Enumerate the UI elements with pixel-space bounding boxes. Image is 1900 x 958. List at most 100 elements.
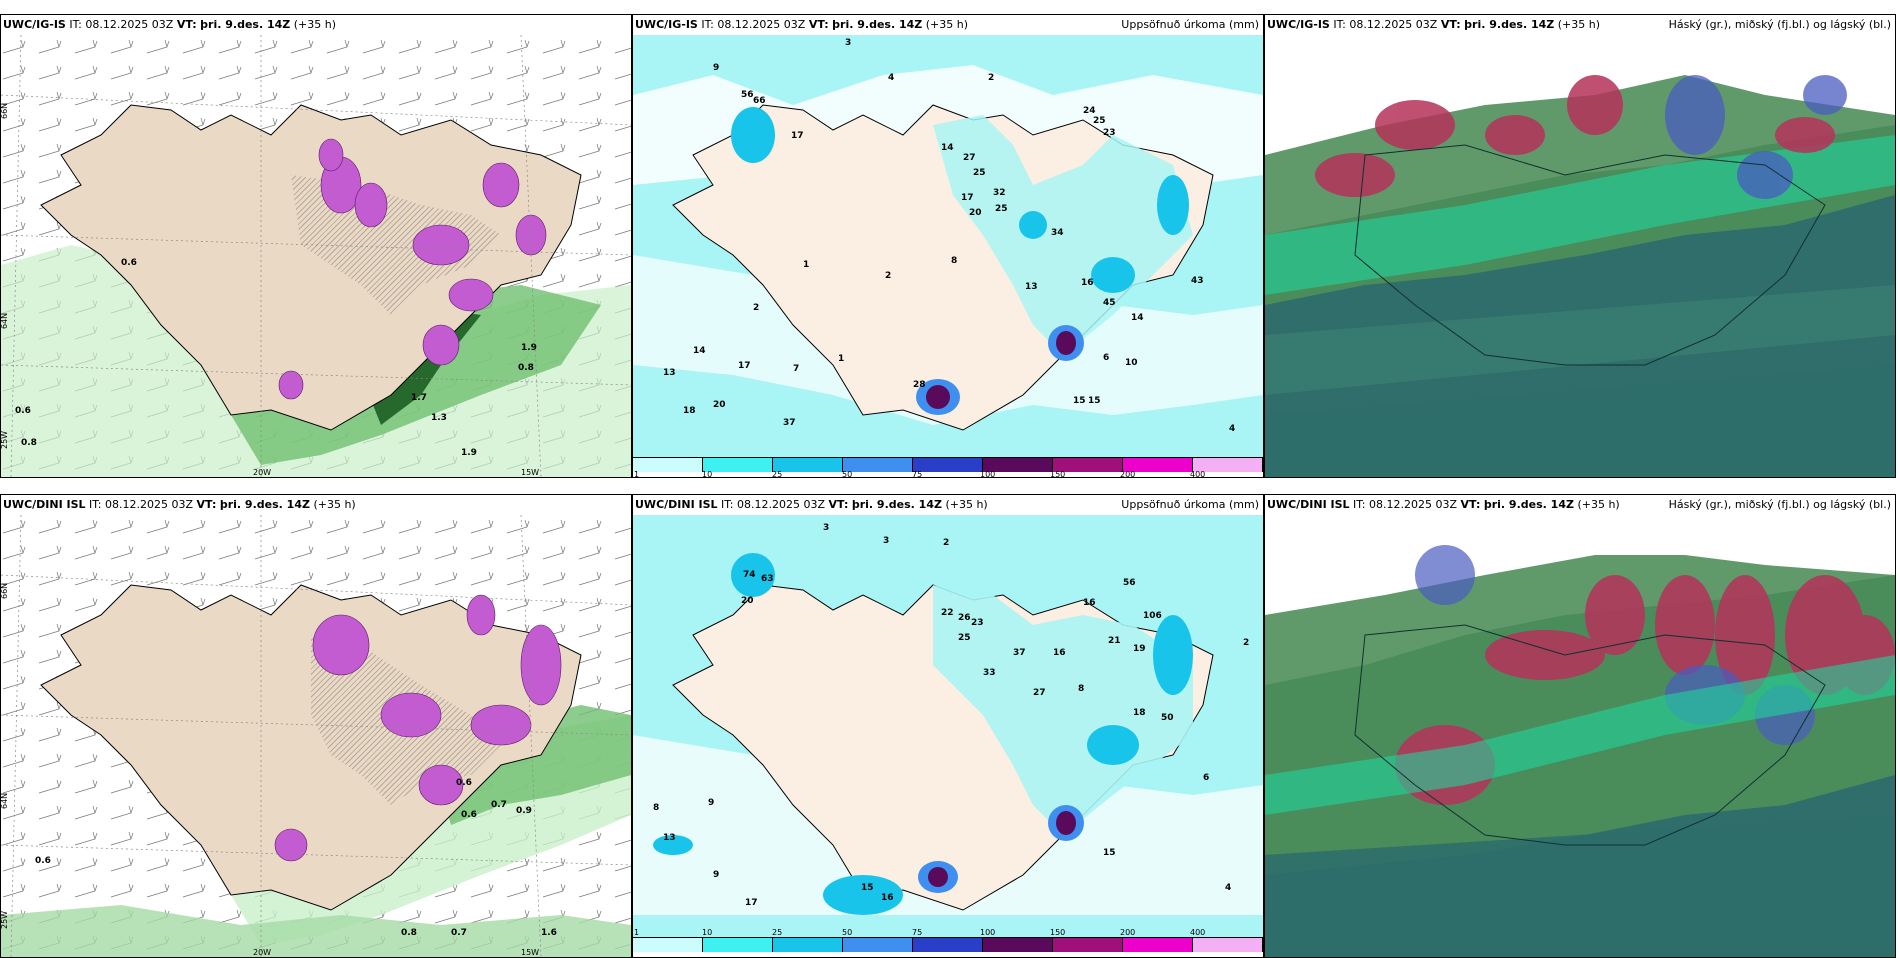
- it-value: 08.12.2025 03Z: [1349, 18, 1438, 31]
- value-label: 56: [1123, 578, 1136, 588]
- value-label: 27: [963, 153, 976, 163]
- value-label: 0.6: [15, 406, 31, 416]
- value-label: 7: [793, 364, 799, 374]
- value-label: 25: [1093, 116, 1106, 126]
- value-label: 6: [1103, 353, 1109, 363]
- panel-ig-is-wind-precip: UWC/IG-IS IT: 08.12.2025 03Z VT: þri. 9.…: [0, 14, 632, 478]
- value-label: 26: [958, 613, 971, 623]
- value-label: 1.6: [541, 928, 557, 938]
- value-label: 63: [761, 574, 774, 584]
- colorbar-swatch: [843, 938, 913, 952]
- colorbar: [633, 457, 1263, 477]
- panel-header: UWC/IG-IS IT: 08.12.2025 03Z VT: þri. 9.…: [1265, 15, 1895, 35]
- vt-label: VT:: [808, 18, 829, 31]
- colorbar-label: 1: [634, 928, 640, 937]
- axis-label-lon: 25W: [1, 431, 9, 449]
- value-label: 9: [713, 63, 719, 73]
- value-label: 0.7: [451, 928, 467, 938]
- it-label: IT:: [1333, 18, 1346, 31]
- value-label: 34: [1051, 228, 1064, 238]
- colorbar-label: 50: [842, 470, 853, 479]
- it-value: 08.12.2025 03Z: [105, 498, 194, 511]
- axis-label-lon: 15W: [521, 948, 539, 957]
- lead-time: (+35 h): [945, 498, 988, 511]
- colorbar-labels: 1 10 25 50 75 100 150 200 400: [632, 928, 1262, 938]
- it-label: IT:: [89, 498, 102, 511]
- colorbar-swatch: [913, 938, 983, 952]
- value-label: 25: [958, 633, 971, 643]
- colorbar-label: 10: [702, 928, 713, 937]
- it-value: 08.12.2025 03Z: [85, 18, 174, 31]
- value-label: 3: [823, 523, 829, 533]
- vt-value: þri. 9.des. 14Z: [200, 18, 291, 31]
- lead-time: (+35 h): [293, 18, 337, 31]
- value-label: 16: [881, 893, 894, 903]
- colorbar-swatch: [1193, 938, 1263, 952]
- value-label: 3: [845, 38, 851, 48]
- colorbar-swatch: [633, 458, 703, 472]
- colorbar-swatch: [843, 458, 913, 472]
- it-value: 08.12.2025 03Z: [737, 498, 826, 511]
- map-clouds: [1265, 515, 1895, 957]
- model-name: UWC/IG-IS: [635, 18, 698, 31]
- panel-title: Háský (gr.), miðský (fj.bl.) og lágský (…: [1668, 498, 1891, 511]
- value-label: 0.9: [516, 806, 532, 816]
- value-label: 74: [743, 570, 756, 580]
- colorbar-swatch: [1053, 938, 1123, 952]
- it-value: 08.12.2025 03Z: [717, 18, 806, 31]
- colorbar-swatch: [633, 938, 703, 952]
- value-label: 1: [838, 354, 844, 364]
- value-label: 0.8: [518, 363, 534, 373]
- value-label: 0.6: [456, 778, 472, 788]
- colorbar-label: 10: [702, 470, 713, 479]
- vt-value: þri. 9.des. 14Z: [851, 498, 942, 511]
- colorbar-label: 100: [980, 928, 996, 937]
- panel-dini-isl-wind-precip: UWC/DINI ISL IT: 08.12.2025 03Z VT: þri.…: [0, 494, 632, 958]
- lead-time: (+35 h): [925, 18, 969, 31]
- map-accum-precip: 9 3 2 4 24 25 23 56 66 17 14 27 25 32 25…: [633, 35, 1263, 457]
- colorbar-swatch: [983, 938, 1053, 952]
- colorbar-swatch: [703, 458, 773, 472]
- value-label: 1.7: [411, 393, 427, 403]
- colorbar-swatch: [913, 458, 983, 472]
- value-label: 17: [961, 193, 974, 203]
- panel-dini-isl-accum-precip: UWC/DINI ISL IT: 08.12.2025 03Z VT: þri.…: [632, 494, 1264, 958]
- value-label: 16: [1083, 598, 1096, 608]
- model-name: UWC/DINI ISL: [3, 498, 86, 511]
- value-label: 17: [745, 898, 758, 908]
- it-label: IT:: [721, 498, 734, 511]
- colorbar: [633, 937, 1263, 957]
- colorbar-label: 200: [1120, 928, 1136, 937]
- value-label: 50: [1161, 713, 1174, 723]
- value-label: 0.8: [401, 928, 417, 938]
- value-label: 27: [1033, 688, 1046, 698]
- colorbar-label: 400: [1190, 470, 1206, 479]
- value-label: 32: [993, 188, 1006, 198]
- panel-dini-isl-clouds: UWC/DINI ISL IT: 08.12.2025 03Z VT: þri.…: [1264, 494, 1896, 958]
- panel-header: UWC/IG-IS IT: 08.12.2025 03Z VT: þri. 9.…: [1, 15, 631, 35]
- value-label: 8: [951, 256, 957, 266]
- value-label: 24: [1083, 106, 1096, 116]
- colorbar-swatch: [773, 938, 843, 952]
- colorbar-label: 25: [772, 928, 783, 937]
- map-wind-precip: 0.6 0.6 0.7 0.9 0.8 0.7 1.6 0.6 66N 64N …: [1, 515, 631, 957]
- value-label: 16: [1053, 648, 1066, 658]
- value-label: 1.9: [461, 448, 477, 458]
- value-label: 43: [1191, 276, 1204, 286]
- panel-header: UWC/DINI ISL IT: 08.12.2025 03Z VT: þri.…: [1265, 495, 1895, 515]
- panel-header: UWC/DINI ISL IT: 08.12.2025 03Z VT: þri.…: [633, 495, 1263, 515]
- vt-label: VT:: [196, 498, 217, 511]
- value-label: 37: [1013, 648, 1026, 658]
- panel-ig-is-accum-precip: UWC/IG-IS IT: 08.12.2025 03Z VT: þri. 9.…: [632, 14, 1264, 478]
- model-name: UWC/DINI ISL: [635, 498, 718, 511]
- colorbar-label: 75: [912, 470, 923, 479]
- panel-title: Uppsöfnuð úrkoma (mm): [1121, 18, 1259, 31]
- value-label: 2: [988, 73, 994, 83]
- value-label: 56: [741, 90, 754, 100]
- map-accum-precip: 3 3 2 74 63 20 22 26 23 25 33 16 18 37 2…: [633, 515, 1263, 937]
- value-label: 1.3: [431, 413, 447, 423]
- value-label: 15: [1103, 848, 1116, 858]
- value-label: 2: [885, 271, 891, 281]
- value-label: 17: [791, 131, 804, 141]
- panel-header: UWC/IG-IS IT: 08.12.2025 03Z VT: þri. 9.…: [633, 15, 1263, 35]
